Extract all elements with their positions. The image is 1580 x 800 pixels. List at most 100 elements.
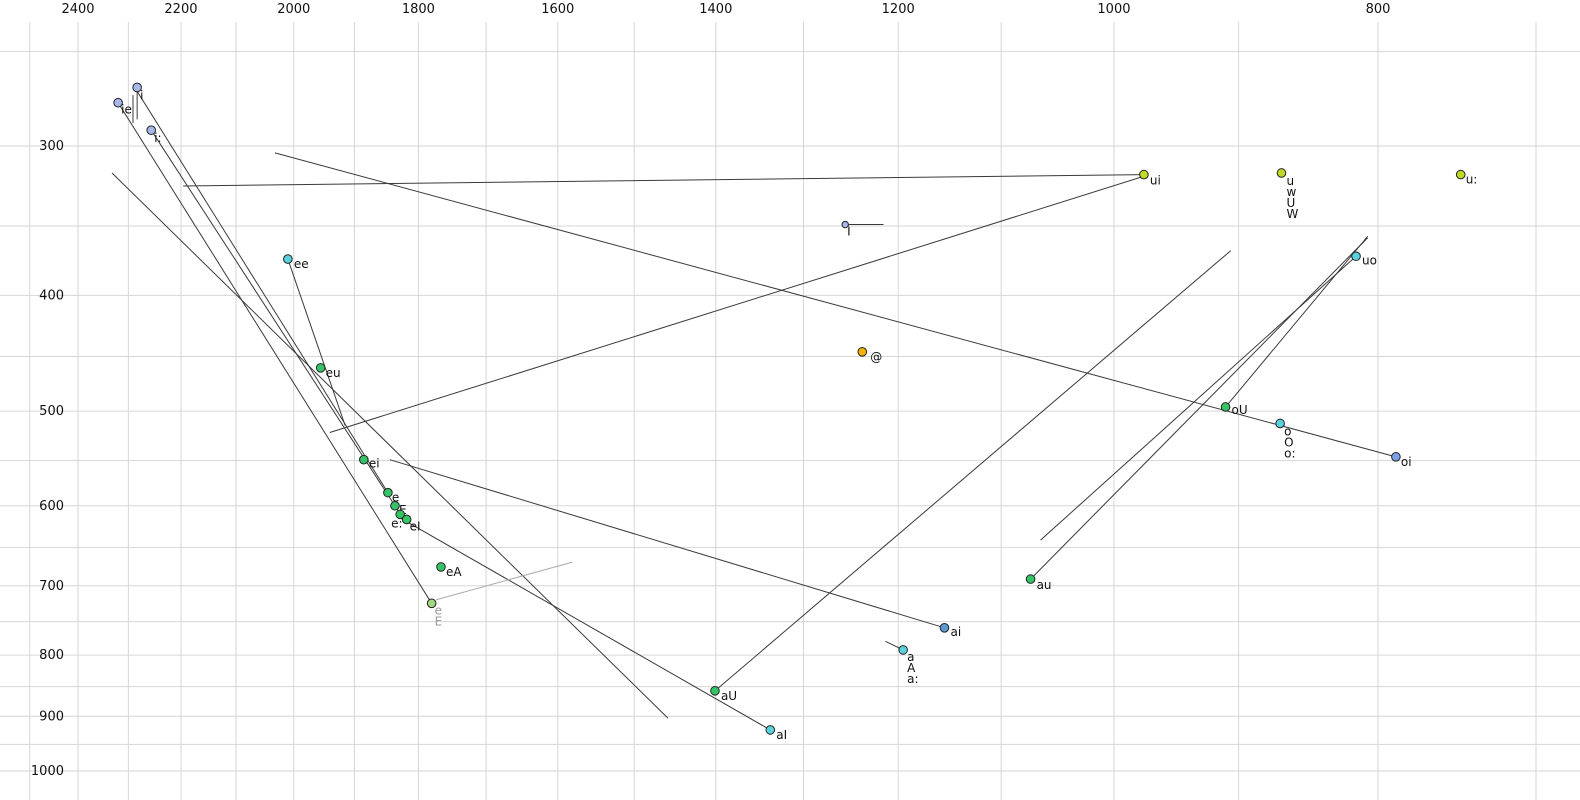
x-axis-tick-label: 2000 xyxy=(277,2,310,17)
vowel-point-I: I xyxy=(841,220,851,239)
vowel-label-oU: oU xyxy=(1232,403,1248,417)
x-axis-tick-label: 1400 xyxy=(699,2,732,17)
vowel-label-a-cluster: a: xyxy=(907,672,918,686)
trajectory-line xyxy=(714,250,1232,692)
vowel-dot-oi xyxy=(1391,452,1401,462)
vowel-dot-ee xyxy=(283,254,293,264)
vowel-point-e: e xyxy=(383,487,399,505)
vowel-point-a-cluster: aAa: xyxy=(898,645,919,686)
vowel-dot-e-long xyxy=(395,509,405,520)
vowel-point-schwa: @ xyxy=(857,347,882,364)
vowel-point-oU: oU xyxy=(1220,402,1248,417)
vowel-label-u-cluster: w xyxy=(1286,185,1296,199)
vowel-dot-I xyxy=(841,220,849,229)
vowel-label-u-cluster: W xyxy=(1286,207,1298,221)
trajectory-line xyxy=(111,172,669,719)
vowel-point-e-long: e: xyxy=(391,509,405,530)
trajectory-line xyxy=(1040,255,1357,541)
vowel-point-ai: ai xyxy=(939,623,961,639)
vowel-label-eu: eu xyxy=(326,366,341,380)
vowel-label-e: e xyxy=(392,491,399,505)
trajectory-line xyxy=(150,129,404,519)
vowel-dot-schwa xyxy=(857,347,868,357)
y-axis-tick-label: 900 xyxy=(39,709,64,724)
vowel-dot-aI xyxy=(765,725,776,735)
vowel-label-ei: ei xyxy=(369,457,380,471)
vowel-label-o-cluster: o: xyxy=(1284,446,1295,460)
vowel-label-e-long: e: xyxy=(391,516,402,530)
x-axis-tick-label: 2400 xyxy=(61,2,94,17)
vowel-label-o-cluster: O xyxy=(1284,435,1293,449)
y-axis-tick-label: 700 xyxy=(39,579,64,594)
x-axis-tick-label: 1800 xyxy=(402,2,435,17)
trajectory-line xyxy=(436,561,573,601)
trajectory-line xyxy=(274,152,1397,458)
vowel-label-aU: aU xyxy=(721,689,737,703)
vowel-label-i-long: i: xyxy=(154,131,161,145)
y-axis-tick-label: 500 xyxy=(39,404,64,419)
vowel-point-uo: uo xyxy=(1351,251,1377,267)
vowel-point-oi: oi xyxy=(1391,452,1412,469)
x-axis-tick-label: 1600 xyxy=(541,2,574,17)
vowel-dot-o-cluster xyxy=(1275,418,1285,429)
vowel-point-ui: ui xyxy=(1139,169,1161,188)
vowel-label-eI: eI xyxy=(410,519,421,533)
vowel-label-ee: ee xyxy=(294,257,309,271)
vowel-point-e-muted: eE xyxy=(426,598,443,628)
y-axis-tick-label: 1000 xyxy=(31,764,64,779)
vowel-label-E: E xyxy=(399,503,407,517)
vowel-dot-eu xyxy=(315,363,326,373)
y-axis-tick-label: 800 xyxy=(39,648,64,663)
x-axis-tick-label: 1000 xyxy=(1097,2,1130,17)
trajectory-line xyxy=(117,102,433,604)
trajectory-line xyxy=(287,258,346,426)
vowel-label-au: au xyxy=(1037,578,1052,592)
vowel-point-ei: ei xyxy=(359,454,380,471)
vowel-point-i-long: i: xyxy=(146,125,162,145)
vowel-dot-au xyxy=(1025,574,1036,584)
vowel-dot-u-long xyxy=(1455,169,1466,180)
vowel-label-u-long: u: xyxy=(1466,173,1478,187)
vowel-label-a-cluster: a xyxy=(907,650,914,664)
vowel-dot-eA xyxy=(436,562,446,572)
x-axis-tick-label: 800 xyxy=(1366,2,1391,17)
vowel-dot-ei xyxy=(359,454,369,465)
vowel-label-eA: eA xyxy=(446,565,462,579)
vowel-dot-ai xyxy=(939,623,950,633)
vowel-label-e-muted: e xyxy=(435,603,442,617)
vowel-dot-e-muted xyxy=(426,598,437,609)
vowel-label-ai: ai xyxy=(950,625,961,639)
vowel-dot-i xyxy=(132,82,142,93)
trajectory-line xyxy=(329,175,1145,433)
vowel-label-uo: uo xyxy=(1362,253,1377,267)
vowel-dot-e xyxy=(383,487,393,498)
vowel-dot-uo xyxy=(1351,251,1361,262)
vowel-point-eI: eI xyxy=(401,514,421,533)
vowel-label-I: I xyxy=(847,225,851,239)
trajectory-line xyxy=(136,91,389,493)
trajectory-line xyxy=(389,459,945,629)
vowel-point-eu: eu xyxy=(315,363,341,380)
vowel-point-E: E xyxy=(390,500,407,517)
vowel-label-o-cluster: o xyxy=(1284,424,1291,438)
vowel-point-ie: ie xyxy=(113,97,132,117)
vowel-label-u-cluster: U xyxy=(1286,196,1295,210)
vowel-point-eA: eA xyxy=(436,562,462,579)
y-axis-tick-label: 600 xyxy=(39,499,64,514)
vowel-dot-i-long xyxy=(146,125,157,135)
vowel-label-u-cluster: u xyxy=(1286,174,1294,188)
vowel-dot-ui xyxy=(1139,169,1149,180)
vowel-point-o-cluster: oOo: xyxy=(1275,418,1296,460)
vowel-dot-eI xyxy=(401,514,412,525)
vowel-dot-E xyxy=(390,500,400,511)
x-axis-tick-label: 2200 xyxy=(164,2,197,17)
vowel-label-oi: oi xyxy=(1401,455,1412,469)
vowel-point-aU: aU xyxy=(710,686,737,703)
vowel-label-e-muted: E xyxy=(435,614,443,628)
trajectory-line xyxy=(396,515,771,731)
vowel-point-i: i xyxy=(132,82,143,102)
y-axis-tick-label: 400 xyxy=(39,288,64,303)
